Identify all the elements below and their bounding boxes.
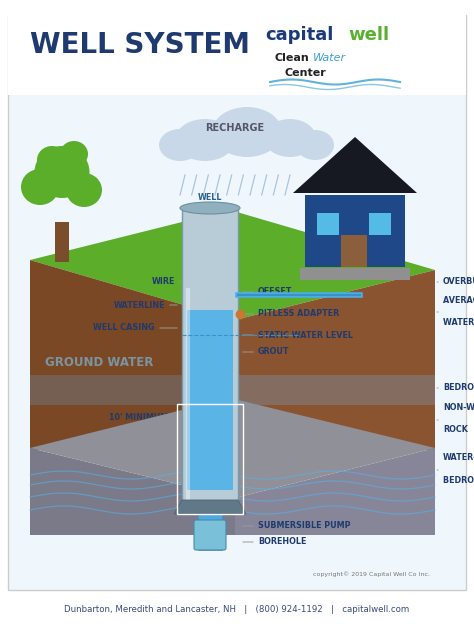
Text: OVERBURDEN: OVERBURDEN bbox=[443, 277, 474, 287]
Ellipse shape bbox=[37, 146, 67, 174]
Polygon shape bbox=[293, 137, 417, 193]
Text: WIRE: WIRE bbox=[152, 277, 175, 287]
Ellipse shape bbox=[296, 130, 334, 160]
Text: copyright© 2019 Capital Well Co Inc.: copyright© 2019 Capital Well Co Inc. bbox=[313, 571, 430, 577]
Ellipse shape bbox=[180, 202, 240, 214]
Text: Water: Water bbox=[313, 53, 346, 63]
Text: WELL CASING: WELL CASING bbox=[93, 323, 155, 333]
FancyBboxPatch shape bbox=[182, 210, 238, 500]
Text: Dunbarton, Meredith and Lancaster, NH   |   (800) 924-1192   |   capitalwell.com: Dunbarton, Meredith and Lancaster, NH | … bbox=[64, 605, 410, 614]
Text: NON-WATER-BEARING: NON-WATER-BEARING bbox=[443, 403, 474, 412]
Text: BEDROCK FRACTURES: BEDROCK FRACTURES bbox=[443, 476, 474, 485]
Ellipse shape bbox=[175, 119, 235, 161]
FancyBboxPatch shape bbox=[369, 213, 391, 235]
Text: BEDROCK: BEDROCK bbox=[443, 384, 474, 392]
FancyBboxPatch shape bbox=[55, 222, 69, 262]
Text: ROCK: ROCK bbox=[443, 425, 468, 434]
FancyBboxPatch shape bbox=[317, 213, 339, 235]
Text: PITLESS ADAPTER: PITLESS ADAPTER bbox=[258, 309, 339, 319]
FancyBboxPatch shape bbox=[300, 268, 410, 280]
Polygon shape bbox=[30, 260, 235, 450]
Ellipse shape bbox=[212, 107, 282, 157]
FancyBboxPatch shape bbox=[8, 5, 466, 95]
Ellipse shape bbox=[264, 119, 316, 157]
Polygon shape bbox=[30, 398, 435, 498]
Text: OFFSET: OFFSET bbox=[258, 287, 292, 297]
Polygon shape bbox=[30, 375, 235, 405]
Polygon shape bbox=[235, 270, 435, 450]
Text: GROUND WATER: GROUND WATER bbox=[45, 355, 154, 369]
Text: RECHARGE: RECHARGE bbox=[205, 123, 264, 133]
Ellipse shape bbox=[66, 173, 102, 207]
Polygon shape bbox=[235, 448, 435, 535]
Text: 10' MINIMUM: 10' MINIMUM bbox=[109, 413, 168, 423]
Text: Clean: Clean bbox=[275, 53, 310, 63]
Text: WATER-BEARING: WATER-BEARING bbox=[443, 453, 474, 462]
FancyBboxPatch shape bbox=[8, 15, 466, 590]
Polygon shape bbox=[30, 448, 235, 535]
Text: STATIC WATER LEVEL: STATIC WATER LEVEL bbox=[258, 331, 353, 340]
FancyBboxPatch shape bbox=[194, 520, 226, 550]
FancyBboxPatch shape bbox=[305, 195, 405, 267]
Text: capital: capital bbox=[265, 26, 333, 44]
Ellipse shape bbox=[21, 169, 59, 205]
Ellipse shape bbox=[35, 146, 90, 198]
FancyBboxPatch shape bbox=[198, 500, 222, 550]
Text: WATERLINE: WATERLINE bbox=[113, 301, 165, 309]
Text: DRIVESHOE: DRIVESHOE bbox=[113, 435, 165, 445]
Text: BOREHOLE: BOREHOLE bbox=[258, 537, 306, 546]
Text: WATER TABLE: WATER TABLE bbox=[443, 318, 474, 327]
Text: well: well bbox=[348, 26, 389, 44]
Text: WELL SYSTEM: WELL SYSTEM bbox=[30, 31, 250, 59]
Ellipse shape bbox=[159, 129, 201, 161]
Polygon shape bbox=[174, 500, 246, 514]
Ellipse shape bbox=[60, 141, 88, 167]
Polygon shape bbox=[30, 210, 435, 320]
Text: SUBMERSIBLE PUMP: SUBMERSIBLE PUMP bbox=[258, 522, 350, 530]
FancyBboxPatch shape bbox=[341, 235, 367, 267]
Text: Center: Center bbox=[285, 68, 327, 78]
Text: WELL: WELL bbox=[198, 193, 222, 202]
Text: AVERAGE SURFACE: AVERAGE SURFACE bbox=[443, 296, 474, 305]
FancyBboxPatch shape bbox=[187, 310, 233, 490]
Text: GROUT: GROUT bbox=[258, 348, 290, 357]
Polygon shape bbox=[235, 375, 435, 405]
